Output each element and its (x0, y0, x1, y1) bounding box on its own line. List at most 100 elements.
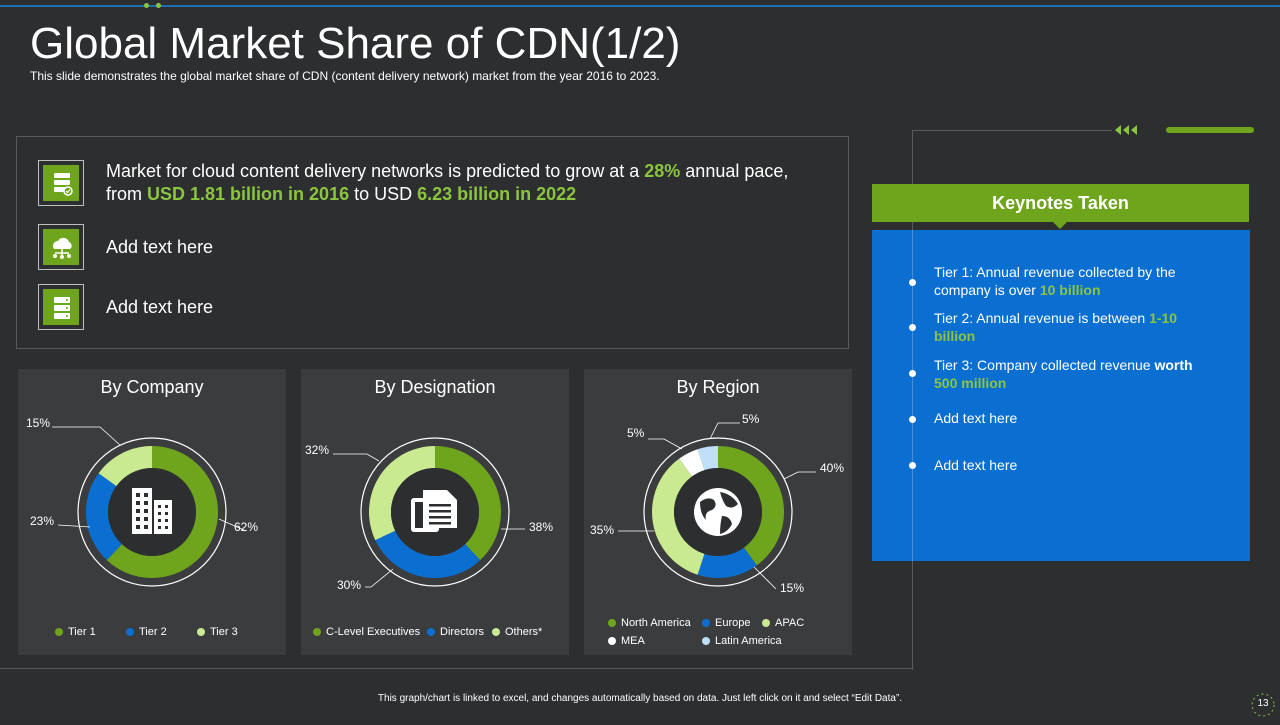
accent-bar (1166, 127, 1254, 133)
legend-item-tier-1: Tier 1 (55, 626, 96, 638)
legend-label: Directors (440, 626, 485, 638)
server-rack-icon (54, 297, 70, 319)
leader-line (333, 453, 380, 462)
donut-chart-by-company: 62% 23% 15% (26, 416, 258, 587)
info-row-1-icon-box (38, 160, 84, 206)
top-accent-line (0, 5, 1280, 7)
legend-swatch (608, 637, 616, 645)
donut-chart-by-designation: 38% 30% 32% (305, 437, 553, 592)
top-accent-dot (144, 3, 149, 8)
legend-label: Latin America (715, 635, 782, 647)
leader-line (783, 471, 816, 480)
donut-outer-ring (643, 437, 793, 587)
info-row-3-text: Add text here (106, 297, 214, 317)
data-label: 5% (742, 412, 760, 426)
legend-swatch (197, 628, 205, 636)
donut-slice-europe (697, 547, 757, 578)
frame-line (0, 668, 912, 669)
donut-slice-c-level-executives (435, 446, 501, 561)
keynote-bullet (909, 324, 916, 331)
info-row-1-text: Market for cloud content delivery networ… (106, 161, 789, 204)
leader-line (218, 518, 247, 532)
leader-line (709, 422, 740, 440)
donut-slice-tier-2 (86, 473, 122, 561)
data-label: 40% (820, 461, 844, 475)
donut-outer-ring (77, 437, 227, 587)
legend-swatch (702, 637, 710, 645)
legend-label: Tier 2 (139, 626, 167, 638)
keynote-bullet (909, 370, 916, 377)
keynote-item-1: Tier 1: Annual revenue collected by the … (934, 264, 1176, 298)
legend-swatch (126, 628, 134, 636)
legend-swatch (55, 628, 63, 636)
cloud-network-icon (53, 237, 72, 259)
gear-ring-icon (1251, 693, 1275, 717)
slide-title: Global Market Share of CDN(1/2) (30, 19, 681, 68)
chart-panel-by-designation: By Designation 38% 30% 32% C-Level Executi… (301, 369, 569, 655)
legend-label: North America (621, 617, 691, 629)
chart-title: By Region (676, 377, 760, 397)
data-label: 30% (337, 578, 361, 592)
leader-line (57, 524, 91, 528)
keynote-bullet (909, 416, 916, 423)
chart-title: By Designation (374, 377, 496, 397)
donut-outer-ring (360, 437, 510, 587)
legend-item-mea: MEA (608, 635, 645, 647)
frame-line (912, 130, 1112, 131)
triple-arrow-icon (1115, 125, 1137, 135)
top-accent-dot (156, 3, 161, 8)
legend-item-directors: Directors (427, 626, 484, 638)
keynotes-heading: Keynotes Taken (992, 193, 1129, 213)
footer-note: This graph/chart is linked to excel, and… (377, 693, 903, 704)
keynotes-panel (872, 230, 1250, 561)
info-row-3-icon-box (38, 284, 84, 330)
building-icon (132, 488, 172, 534)
legend-item-others-: Others* (492, 626, 542, 638)
legend-label: MEA (621, 635, 645, 647)
slide-subtitle: This slide demonstrates the global marke… (30, 69, 660, 83)
page-number-badge: 13 (1248, 690, 1278, 720)
legend-swatch (492, 628, 500, 636)
page-number: 13 (1257, 698, 1269, 709)
keynotes-timeline (912, 230, 913, 561)
data-label: 35% (590, 523, 614, 537)
data-label: 5% (627, 426, 645, 440)
legend-label: Others* (505, 626, 543, 638)
info-row-2-text: Add text here (106, 237, 214, 257)
donut-slice-north-america (718, 446, 784, 566)
legend-swatch (608, 619, 616, 627)
keynote-bullet (909, 279, 916, 286)
legend-swatch (427, 628, 435, 636)
keynotes-pointer (1053, 222, 1067, 229)
leader-line (365, 568, 394, 588)
donut-slice-directors (375, 530, 481, 578)
legend-label: C-Level Executives (326, 626, 421, 638)
legend-label: APAC (775, 617, 805, 629)
legend-swatch (702, 619, 710, 627)
donut-slice-mea (679, 449, 705, 477)
donut-chart-by-region: 40% 15% 35% 5% 5% (590, 412, 844, 595)
keynote-bullet (909, 462, 916, 469)
legend-item-north-america: North America (608, 617, 691, 629)
data-label: 15% (780, 581, 804, 595)
legend-swatch (762, 619, 770, 627)
keynote-item-5: Add text here (934, 457, 1018, 473)
leader-line (648, 438, 683, 450)
data-label: 15% (26, 416, 50, 430)
keynotes-header: Keynotes Taken (872, 184, 1249, 222)
legend-item-c-level-executives: C-Level Executives (313, 626, 420, 638)
donut-slice-latin-america (697, 446, 718, 471)
keynote-item-4: Add text here (934, 410, 1018, 426)
legend-item-europe: Europe (702, 617, 750, 629)
legend-swatch (313, 628, 321, 636)
donut-slice-tier-3 (98, 446, 152, 487)
server-check-icon (54, 173, 73, 196)
globe-icon (694, 488, 742, 536)
donut-slice-apac (652, 458, 705, 575)
documents-icon (411, 490, 457, 532)
legend-item-apac: APAC (762, 617, 804, 629)
legend-item-latin-america: Latin America (702, 635, 782, 647)
data-label: 32% (305, 443, 329, 457)
legend-item-tier-2: Tier 2 (126, 626, 167, 638)
data-label: 38% (529, 520, 553, 534)
